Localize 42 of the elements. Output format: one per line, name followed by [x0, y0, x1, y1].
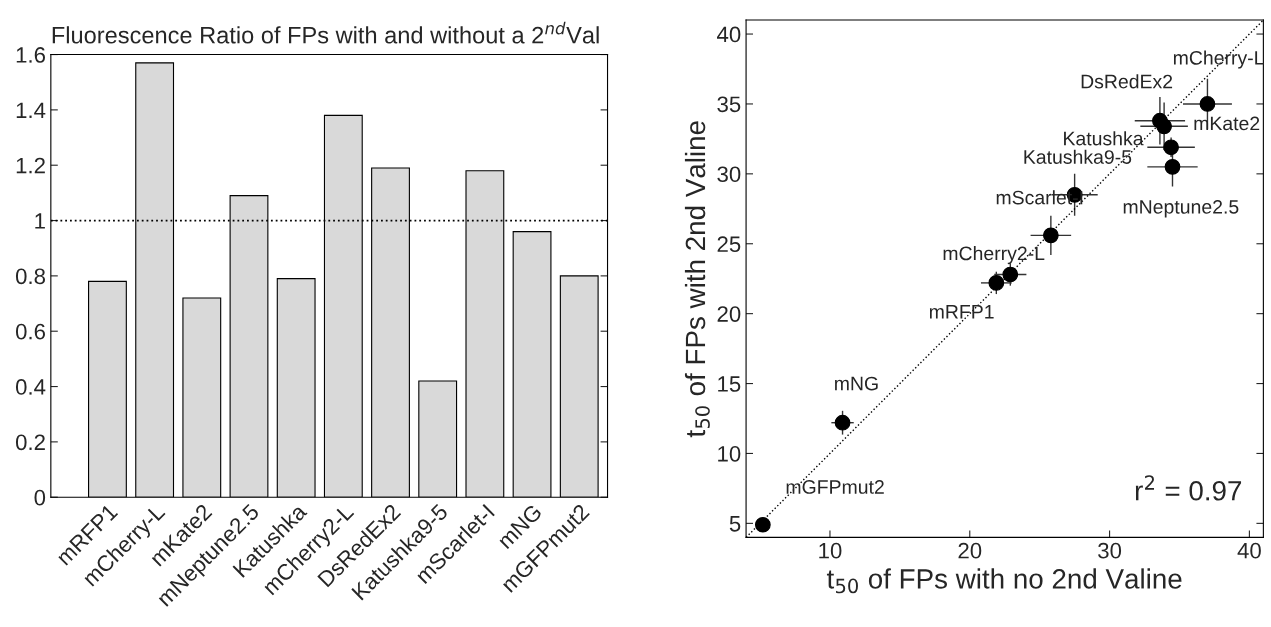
point: [1163, 139, 1179, 156]
y-tick-label: 0.4: [15, 379, 46, 395]
point: [754, 516, 771, 533]
x-tick-label: 10: [819, 542, 842, 559]
y-tick-label: 0.2: [15, 434, 45, 451]
annotation: mNeptune2.5: [1123, 199, 1239, 218]
point: [1164, 158, 1181, 175]
annotation: Katushka: [1064, 131, 1144, 146]
y-tick-label: 20: [717, 306, 741, 322]
x-tick-label: 30: [1098, 542, 1122, 559]
annotation: mNG: [835, 376, 878, 391]
annotation: mRFP1: [929, 305, 994, 319]
y-axis-title: t$_{50}$ of FPs with 2nd Valine: [684, 121, 710, 438]
y-tick-label: 30: [717, 166, 741, 183]
x-axis-title: t$_{50}$ of FPs with no 2nd Valine: [826, 568, 1182, 594]
y-tick-label: 40: [717, 26, 741, 43]
annotation: mCherry2-L: [943, 246, 1045, 265]
y-tick-label: 0.8: [15, 268, 46, 285]
y-tick-label: 25: [717, 236, 741, 253]
x-tick-label: 20: [958, 542, 982, 559]
y-tick-label: 1.6: [16, 47, 45, 63]
y-tick-label: 5: [729, 516, 741, 532]
point: [1042, 227, 1059, 244]
x-tick-label: 40: [1237, 542, 1261, 559]
point: [1152, 112, 1168, 129]
point: [1002, 266, 1019, 283]
point: [988, 275, 1005, 291]
y-tick-label: 0: [34, 489, 46, 506]
annotation: mGFPmut2: [786, 480, 884, 494]
y-tick-label: 0.6: [15, 323, 45, 340]
y-tick-label: 1.4: [16, 102, 46, 118]
annotation: r$^{2}$ = 0.97: [1135, 475, 1242, 501]
annotation: Katushka9-5: [1024, 149, 1132, 164]
y-tick-label: 10: [718, 445, 741, 462]
annotation: DsRedEx2: [1081, 74, 1173, 89]
y-tick-label: 35: [717, 96, 741, 113]
y-tick-label: 1: [35, 213, 45, 229]
point: [1199, 96, 1216, 112]
point: [834, 414, 851, 431]
y-tick-label: 1.2: [16, 157, 45, 174]
chart-title: Fluorescence Ratio of FPs with and without a 2$^{nd}$Val: [52, 21, 599, 44]
y-tick-label: 15: [718, 376, 741, 392]
